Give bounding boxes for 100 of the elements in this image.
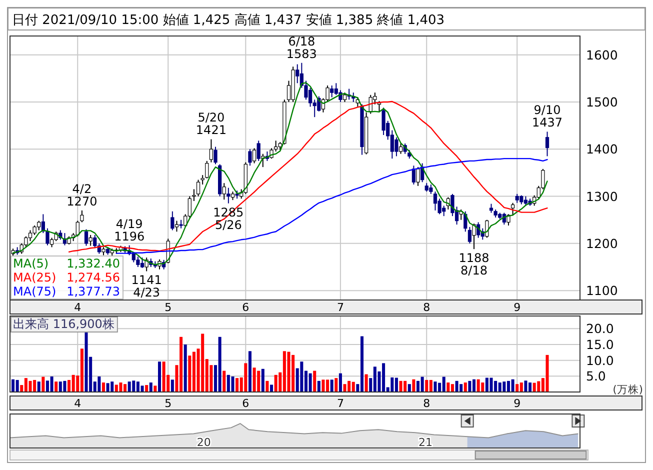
annotation: 1141 4/23	[131, 273, 162, 300]
x-tick-label: 6	[242, 397, 250, 410]
bar	[80, 348, 84, 392]
candlestick	[252, 148, 256, 164]
annotation: 9/10 1437	[532, 103, 563, 130]
x-tick-label: 5	[164, 301, 172, 314]
candlestick	[140, 257, 144, 268]
bar	[218, 336, 222, 392]
candlestick	[222, 182, 226, 200]
bar	[50, 376, 54, 392]
annotation: 1188 8/18	[458, 251, 490, 278]
candlestick	[394, 136, 398, 157]
candlestick	[88, 234, 92, 246]
bar	[322, 380, 325, 392]
x-tick-label: 8	[423, 301, 430, 314]
bar	[170, 380, 174, 392]
bar	[442, 376, 446, 392]
bar	[330, 380, 334, 392]
bar	[84, 332, 88, 392]
bar	[12, 379, 15, 392]
candlestick	[76, 220, 80, 237]
candlestick	[46, 228, 50, 246]
x-tick-label: 9	[514, 301, 521, 314]
bar	[416, 380, 420, 392]
candlestick	[296, 64, 300, 84]
chart-title: 日付 2021/09/10 15:00 始値 1,425 高値 1,437 安値 1,385 終値 1,403	[12, 12, 445, 28]
bar	[317, 380, 320, 392]
bar	[63, 380, 66, 392]
bar	[106, 383, 110, 392]
candlestick	[84, 228, 88, 246]
candlestick	[226, 187, 230, 204]
bar	[352, 382, 355, 392]
bar	[364, 374, 368, 392]
bar	[373, 366, 376, 392]
x-tick-label: 5	[164, 397, 172, 410]
bar	[546, 354, 549, 392]
x-tick-label: 8	[423, 397, 430, 410]
bar	[394, 378, 398, 392]
bar	[468, 380, 472, 392]
annotation: 5/20 1421	[196, 110, 226, 138]
bar	[408, 384, 411, 392]
bar	[201, 334, 204, 392]
bar	[464, 382, 467, 392]
bar	[516, 384, 519, 392]
y-axis-title: (万株)	[612, 383, 643, 396]
x-tick-label: 4	[74, 397, 82, 410]
bar	[420, 376, 424, 392]
x-tick-label: 7	[336, 397, 344, 410]
bar	[114, 384, 118, 392]
candlestick	[485, 219, 489, 238]
bar	[119, 382, 122, 392]
bar	[300, 362, 304, 392]
annotation: 4/19 1196	[114, 216, 145, 244]
annotation: 4/2 1270	[66, 182, 98, 208]
bar	[308, 373, 312, 392]
bar	[252, 368, 256, 392]
bar	[236, 378, 239, 392]
bar	[98, 376, 101, 392]
bar	[460, 384, 463, 392]
bar	[446, 382, 450, 392]
candlestick	[136, 256, 140, 268]
bar	[502, 382, 506, 392]
x-tick-label: 9	[514, 397, 521, 410]
bar	[140, 386, 144, 392]
bar	[37, 382, 40, 392]
bar	[274, 374, 278, 392]
x-tick-label: 4	[74, 301, 82, 314]
candlestick	[468, 226, 472, 244]
bar	[270, 384, 274, 392]
candlestick	[330, 85, 334, 98]
bar	[244, 363, 248, 392]
candlestick	[80, 210, 84, 223]
candlestick	[433, 191, 438, 211]
candlestick	[93, 234, 97, 249]
bar	[360, 336, 364, 392]
candlestick	[524, 196, 528, 206]
candlestick	[170, 210, 174, 231]
bar	[266, 380, 269, 392]
y-tick-label: 20.0	[586, 321, 614, 336]
candlestick	[248, 148, 252, 166]
bar	[537, 381, 540, 392]
candlestick	[472, 223, 476, 250]
bar	[132, 380, 136, 392]
candlestick	[205, 160, 209, 179]
y-tick-label: 1200	[586, 236, 618, 251]
text: MA(75) 1,377.73	[13, 284, 120, 298]
bar	[184, 344, 187, 392]
candlestick	[398, 142, 403, 154]
bar	[455, 380, 458, 392]
candlestick	[308, 87, 312, 108]
y-tick-label: 1300	[586, 188, 618, 204]
bar	[450, 384, 454, 392]
bar	[158, 362, 162, 392]
bar	[28, 380, 32, 392]
bar	[404, 380, 407, 392]
bar	[54, 382, 58, 392]
y-tick-label: 1600	[586, 47, 618, 62]
bar	[231, 376, 234, 392]
bar	[524, 380, 528, 392]
bar	[58, 382, 62, 392]
